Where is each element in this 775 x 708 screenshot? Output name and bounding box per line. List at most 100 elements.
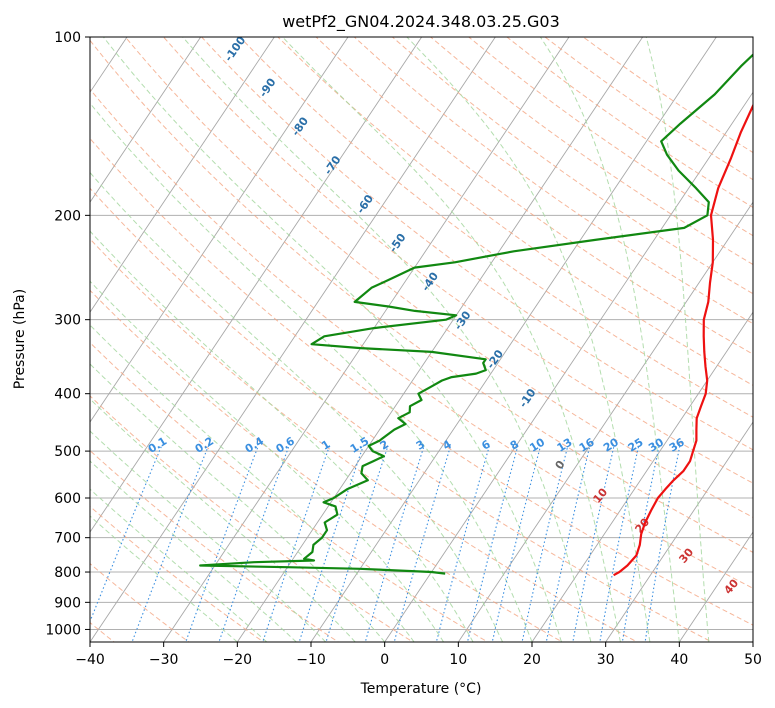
isotherm-line <box>531 311 753 642</box>
isotherm-line <box>752 641 753 642</box>
x-tick-label: 50 <box>744 652 762 668</box>
isotherm-line <box>678 531 753 642</box>
moist-adiabat-line <box>90 363 386 642</box>
chart-title: wetPf2_GN04.2024.348.03.25.G03 <box>282 12 560 32</box>
dry-adiabat-label: -60 <box>354 192 376 216</box>
dry-adiabat-line <box>90 187 713 642</box>
moist-adiabat-line <box>90 324 415 642</box>
y-tick-label: 600 <box>54 491 81 507</box>
mixing-ratio-line <box>262 445 331 642</box>
y-tick-label: 500 <box>54 444 81 460</box>
mixing-ratio-line <box>364 445 425 642</box>
moist-adiabat-line <box>90 171 503 642</box>
dry-adiabat-label: -50 <box>387 231 409 255</box>
x-tick-label: 40 <box>670 652 688 668</box>
mixing-ratio-line <box>599 445 640 642</box>
dry-adiabat-line <box>430 37 753 266</box>
mixing-ratio-label: 4 <box>440 437 454 452</box>
moist-adiabat-line <box>103 37 562 642</box>
reference-lines <box>90 37 753 642</box>
background-grid <box>90 37 753 642</box>
isotherm-line <box>90 37 202 204</box>
x-tick-label: 10 <box>449 652 467 668</box>
mixing-ratio-label: 16 <box>577 435 597 454</box>
dry-adiabat-label: -80 <box>289 114 311 138</box>
moist-adiabat-line <box>282 37 621 642</box>
moist-adiabat-label: 40 <box>721 576 741 596</box>
dry-adiabat-line <box>90 88 753 589</box>
plot-frame <box>89 36 754 643</box>
mixing-ratio-line <box>545 445 591 642</box>
mixing-ratio-line <box>90 445 163 623</box>
moist-adiabat-line <box>90 230 474 642</box>
x-tick-label: −40 <box>75 652 105 668</box>
mixing-ratio-label: 0.4 <box>243 434 267 456</box>
dry-adiabat-line <box>277 37 753 386</box>
x-tick-label: −30 <box>149 652 179 668</box>
mixing-ratio-line <box>491 445 542 642</box>
isotherm-line <box>310 37 717 642</box>
moist-adiabat-line <box>90 430 327 642</box>
mixing-ratio-label: 36 <box>667 435 687 454</box>
mixing-ratio-label: 1.5 <box>348 434 371 455</box>
dry-adiabat-label: -20 <box>484 347 506 371</box>
moist-adiabat-line <box>406 37 651 642</box>
isotherm-line <box>605 421 753 642</box>
mixing-ratio-line <box>466 445 519 642</box>
mixing-ratio-label: 10 <box>527 435 547 454</box>
mixing-ratio-label: 3 <box>414 438 427 453</box>
dry-adiabat-line <box>239 37 753 418</box>
sounding-series <box>199 53 753 577</box>
mixing-ratio-label: 30 <box>646 435 666 454</box>
dry-adiabat-line <box>90 341 489 642</box>
isotherm-line <box>90 37 496 642</box>
mixing-ratio-label: 8 <box>508 438 521 453</box>
mixing-ratio-label: 0.1 <box>146 434 169 455</box>
isotherm-line <box>384 91 753 642</box>
moist-adiabat-line <box>90 280 445 642</box>
moist-adiabat-line <box>90 460 297 642</box>
y-tick-label: 700 <box>54 531 81 547</box>
dry-adiabat-line <box>90 137 753 626</box>
moist-adiabat-label: 10 <box>590 485 610 505</box>
isotherm-line <box>90 37 349 423</box>
mixing-ratio-line <box>298 445 364 642</box>
dry-adiabat-line <box>90 238 639 642</box>
moist-adiabat-label: 30 <box>676 545 696 565</box>
mixing-ratio-label: 6 <box>479 437 493 452</box>
y-tick-label: 100 <box>54 30 81 46</box>
isotherm-line <box>236 37 644 642</box>
moist-adiabat-line <box>90 488 268 642</box>
x-axis-label: Temperature (°C) <box>360 681 482 697</box>
moist-adiabat-line <box>539 37 680 642</box>
dewpoint-line <box>199 53 753 575</box>
moist-adiabat-line <box>90 102 533 642</box>
dry-adiabat-line <box>90 289 564 642</box>
x-tick-label: −20 <box>223 652 253 668</box>
x-tick-label: 0 <box>380 652 389 668</box>
dry-adiabat-line <box>506 37 753 208</box>
dry-adiabat-line <box>90 449 340 642</box>
y-tick-label: 300 <box>54 313 81 329</box>
y-axis-label: Pressure (hPa) <box>12 289 28 389</box>
dry-adiabat-line <box>90 505 265 642</box>
moist-adiabat-line <box>182 37 592 642</box>
moist-adiabat-line <box>90 398 356 642</box>
isotherm-line <box>163 37 570 642</box>
mixing-ratio-line <box>131 445 209 642</box>
x-tick-label: 30 <box>597 652 615 668</box>
y-tick-label: 400 <box>54 387 81 403</box>
dry-adiabat-label: -100 <box>222 34 249 64</box>
y-tick-label: 1000 <box>45 622 81 638</box>
moist-adiabat-line <box>645 37 710 642</box>
x-tick-label: 20 <box>523 652 541 668</box>
y-tick-label: 200 <box>54 208 81 224</box>
mixing-ratio-line <box>393 445 452 642</box>
isotherm-line <box>90 37 423 533</box>
dry-adiabat-label: 0 <box>553 458 568 472</box>
axes: −40 −30 −20 −10 0 10 20 30 40 5010020030040050060… <box>45 30 762 668</box>
moist-adiabat-line <box>90 515 238 642</box>
isotherm-line <box>90 37 275 313</box>
